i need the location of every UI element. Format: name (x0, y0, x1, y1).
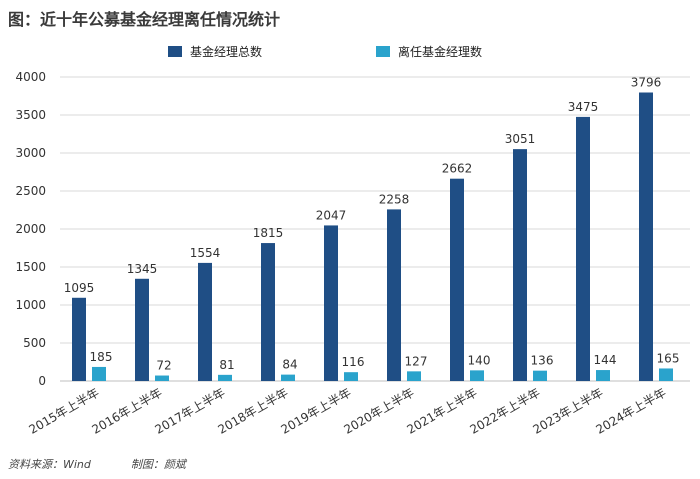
y-tick-label: 500 (23, 336, 46, 350)
data-label-total: 1345 (127, 262, 158, 276)
y-tick-label: 1000 (15, 298, 46, 312)
x-tick-label: 2024年上半年 (593, 385, 668, 436)
data-label-total: 3475 (568, 100, 599, 114)
legend-swatch-departed (376, 46, 390, 57)
data-label-departed: 136 (531, 354, 554, 368)
y-tick-label: 3000 (15, 146, 46, 160)
x-tick-label: 2020年上半年 (341, 385, 416, 436)
data-label-departed: 81 (219, 358, 234, 372)
bar-departed (155, 375, 169, 381)
legend-swatch-total (168, 46, 182, 57)
data-label-total: 3796 (631, 76, 662, 90)
maker-text: 制图：颜斌 (130, 458, 186, 471)
bar-departed (281, 374, 295, 381)
bar-departed (659, 368, 673, 381)
data-label-total: 2662 (442, 162, 473, 176)
data-label-total: 1095 (64, 281, 95, 295)
data-label-departed: 72 (156, 359, 171, 373)
x-tick-label: 2016年上半年 (89, 385, 164, 436)
y-tick-label: 3500 (15, 108, 46, 122)
x-tick-label: 2017年上半年 (152, 385, 227, 436)
x-tick-label: 2021年上半年 (404, 385, 479, 436)
bar-total (135, 278, 149, 381)
data-label-total: 2047 (316, 208, 347, 222)
x-tick-label: 2018年上半年 (215, 385, 290, 436)
data-label-departed: 140 (468, 353, 491, 367)
data-label-total: 2258 (379, 192, 410, 206)
data-label-departed: 84 (282, 358, 297, 372)
data-label-departed: 144 (594, 353, 617, 367)
bar-total (387, 209, 401, 381)
legend-label-departed: 离任基金经理数 (398, 44, 482, 59)
y-tick-label: 2000 (15, 222, 46, 236)
y-tick-label: 2500 (15, 184, 46, 198)
data-label-departed: 127 (405, 354, 428, 368)
source-text: 资料来源：Wind (8, 458, 91, 471)
bar-total (198, 262, 212, 381)
bar-total (576, 116, 590, 382)
y-tick-label: 0 (38, 374, 46, 388)
bar-total (639, 92, 653, 381)
x-tick-label: 2019年上半年 (278, 385, 353, 436)
legend-label-total: 基金经理总数 (190, 44, 262, 59)
data-label-total: 3051 (505, 132, 536, 146)
bar-total (72, 297, 86, 381)
x-tick-label: 2022年上半年 (467, 385, 542, 436)
x-tick-label: 2023年上半年 (530, 385, 605, 436)
bar-departed (533, 370, 547, 381)
x-tick-label: 2015年上半年 (26, 385, 101, 436)
data-label-departed: 165 (657, 351, 680, 365)
data-label-total: 1815 (253, 226, 284, 240)
bar-departed (407, 371, 421, 381)
bar-departed (596, 370, 610, 381)
source-note: 资料来源：Wind 制图：颜斌 (8, 456, 226, 472)
chart-title: 图：近十年公募基金经理离任情况统计 (8, 10, 281, 29)
data-label-total: 1554 (190, 246, 221, 260)
bar-total (261, 243, 275, 381)
data-label-departed: 185 (90, 350, 113, 364)
bar-departed (218, 374, 232, 381)
bar-total (324, 225, 338, 381)
data-label-departed: 116 (342, 355, 365, 369)
bar-departed (344, 372, 358, 381)
bar-total (513, 149, 527, 381)
bar-departed (92, 366, 106, 381)
y-tick-label: 4000 (15, 70, 46, 84)
y-tick-label: 1500 (15, 260, 46, 274)
bar-departed (470, 370, 484, 381)
bar-total (450, 178, 464, 381)
